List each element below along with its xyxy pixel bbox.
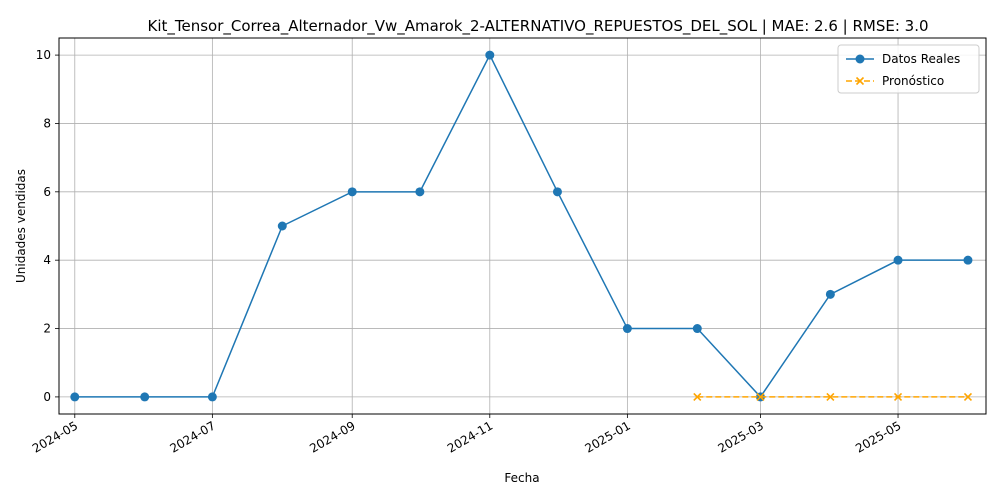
data-point-stroke bbox=[893, 392, 903, 401]
data-point bbox=[347, 187, 357, 197]
data-point bbox=[692, 324, 702, 334]
y-tick-label: 4 bbox=[43, 253, 51, 267]
data-point-stroke bbox=[963, 392, 973, 401]
data-point bbox=[415, 187, 425, 197]
data-point bbox=[893, 255, 903, 265]
data-point bbox=[963, 255, 973, 265]
series-layer bbox=[70, 50, 973, 402]
legend-label: Pronóstico bbox=[882, 74, 944, 88]
x-axis-label: Fecha bbox=[504, 471, 539, 485]
y-tick-label: 10 bbox=[36, 48, 51, 62]
y-tick-label: 6 bbox=[43, 185, 51, 199]
x-tick-label: 2024-11 bbox=[445, 418, 495, 455]
data-point bbox=[825, 289, 835, 299]
legend-swatch-marker bbox=[855, 54, 865, 64]
data-point bbox=[277, 221, 287, 231]
y-tick-label: 8 bbox=[43, 116, 51, 130]
data-point-stroke bbox=[826, 392, 835, 401]
data-point bbox=[207, 392, 217, 402]
grid bbox=[59, 38, 986, 414]
data-point bbox=[140, 392, 150, 402]
data-point bbox=[552, 187, 562, 197]
y-tick-label: 0 bbox=[43, 390, 51, 404]
x-tick-label: 2024-09 bbox=[307, 418, 357, 455]
data-point bbox=[70, 392, 80, 402]
data-point-stroke bbox=[756, 392, 765, 401]
data-point bbox=[963, 392, 973, 401]
data-point bbox=[756, 392, 765, 401]
legend-swatch-stroke bbox=[855, 76, 865, 86]
data-point bbox=[826, 392, 835, 401]
data-point bbox=[693, 392, 702, 401]
x-tick-label: 2025-03 bbox=[716, 418, 766, 455]
x-tick-label: 2024-07 bbox=[167, 418, 217, 455]
legend-swatch-marker bbox=[855, 76, 865, 86]
data-point bbox=[485, 50, 495, 60]
axes: 0 2 4 6 8 10 2024-05 2024-07 2024-09 2024-11 2025-… bbox=[30, 48, 904, 456]
data-point bbox=[893, 392, 903, 401]
x-tick-label: 2025-01 bbox=[582, 418, 632, 455]
y-axis-label: Unidades vendidas bbox=[14, 169, 28, 283]
data-point bbox=[622, 324, 632, 334]
legend-label: Datos Reales bbox=[882, 52, 960, 66]
chart-title: Kit_Tensor_Correa_Alternador_Vw_Amarok_2… bbox=[147, 17, 928, 36]
series-line bbox=[74, 53, 968, 399]
x-tick-label: 2024-05 bbox=[30, 418, 80, 455]
y-tick-label: 2 bbox=[43, 322, 51, 336]
data-point-stroke bbox=[693, 392, 702, 401]
plot-frame bbox=[58, 37, 987, 415]
x-tick-label: 2025-05 bbox=[853, 418, 903, 455]
legend: Datos Reales Pronóstico bbox=[837, 44, 980, 94]
